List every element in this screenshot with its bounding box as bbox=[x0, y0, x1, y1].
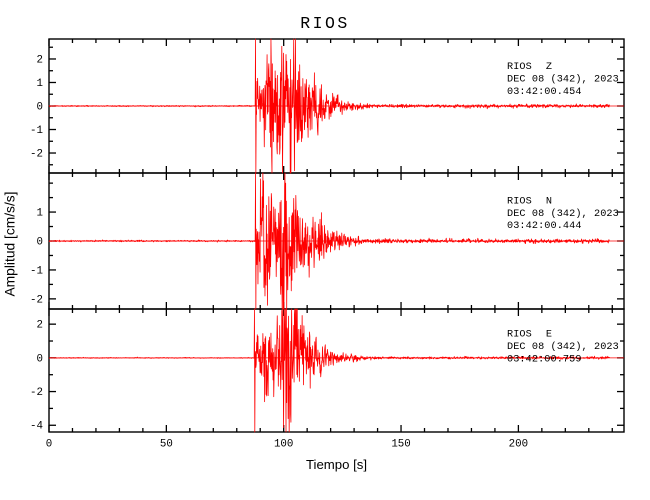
svg-text:DEC 08 (342), 2023: DEC 08 (342), 2023 bbox=[507, 208, 619, 220]
svg-text:0: 0 bbox=[37, 101, 43, 113]
svg-text:03:42:00.759: 03:42:00.759 bbox=[507, 354, 582, 365]
svg-text:RIOS: RIOS bbox=[300, 14, 350, 33]
svg-text:2: 2 bbox=[37, 320, 43, 332]
svg-text:-1: -1 bbox=[30, 265, 43, 277]
svg-text:-2: -2 bbox=[30, 387, 43, 399]
svg-text:1: 1 bbox=[37, 207, 43, 219]
svg-text:Amplitud [cm/s/s]: Amplitud [cm/s/s] bbox=[3, 191, 18, 296]
svg-text:03:42:00.454: 03:42:00.454 bbox=[507, 87, 582, 98]
svg-text:-1: -1 bbox=[30, 125, 43, 137]
svg-text:1: 1 bbox=[37, 78, 43, 90]
svg-text:2: 2 bbox=[37, 54, 43, 66]
svg-text:Tiempo [s]: Tiempo [s] bbox=[306, 457, 367, 472]
svg-text:0: 0 bbox=[37, 236, 43, 248]
svg-text:DEC 08 (342), 2023: DEC 08 (342), 2023 bbox=[507, 341, 619, 353]
svg-text:DEC 08 (342), 2023: DEC 08 (342), 2023 bbox=[507, 73, 619, 85]
svg-text:-2: -2 bbox=[30, 294, 43, 306]
svg-text:50: 50 bbox=[160, 439, 173, 451]
svg-text:0: 0 bbox=[37, 353, 43, 365]
svg-text:100: 100 bbox=[274, 439, 293, 451]
svg-text:03:42:00.444: 03:42:00.444 bbox=[507, 221, 582, 232]
svg-text:-4: -4 bbox=[30, 421, 43, 433]
svg-text:200: 200 bbox=[509, 439, 528, 451]
svg-text:-2: -2 bbox=[30, 148, 43, 160]
svg-text:0: 0 bbox=[46, 439, 52, 451]
svg-text:150: 150 bbox=[391, 439, 410, 451]
